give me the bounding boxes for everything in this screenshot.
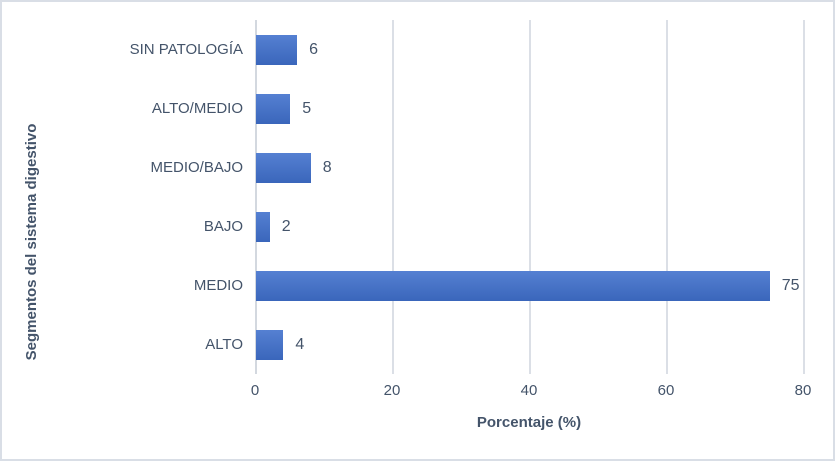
- category-label: ALTO/MEDIO: [151, 100, 243, 117]
- bar-row: 8: [255, 138, 803, 197]
- bar-alto: [256, 329, 284, 360]
- category-label: BAJO: [203, 218, 243, 235]
- gridline: [529, 20, 531, 374]
- bar-alto-medio: [256, 93, 291, 124]
- bar-row: 4: [255, 315, 803, 374]
- bar-row: 75: [255, 256, 803, 315]
- category-label: MEDIO: [193, 277, 243, 294]
- x-tick-label: 80: [794, 382, 812, 399]
- gridline: [666, 20, 668, 374]
- x-tick-label: 20: [383, 382, 401, 399]
- value-label: 75: [781, 276, 800, 294]
- gridline: [803, 20, 805, 374]
- x-axis-ticks: 0 20 40 60 80: [2, 382, 833, 402]
- bar-bajo: [256, 211, 270, 242]
- value-label: 6: [309, 40, 318, 58]
- x-tick-label: 60: [657, 382, 675, 399]
- value-label: 2: [281, 217, 291, 235]
- bar-medio-bajo: [256, 152, 311, 183]
- bar-medio: [256, 270, 770, 301]
- bar-row: 6: [255, 20, 803, 79]
- bar-sin-patolog-a: [256, 34, 298, 65]
- value-label: 5: [302, 99, 312, 117]
- bar-row: 2: [255, 197, 803, 256]
- x-axis-title: Porcentaje (%): [476, 414, 582, 431]
- value-label: 4: [295, 335, 305, 353]
- plot-area: 6 5 8 2 75 4: [255, 20, 805, 374]
- value-label: 8: [322, 158, 332, 176]
- bar-row: 5: [255, 79, 803, 138]
- x-tick-label: 40: [520, 382, 538, 399]
- category-axis: SIN PATOLOGÍA ALTO/MEDIO MEDIO/BAJO BAJO MED…: [2, 20, 243, 374]
- y-axis-line: [255, 20, 257, 374]
- category-label: SIN PATOLOGÍA: [129, 41, 243, 58]
- category-label: ALTO: [205, 336, 243, 353]
- x-tick-label: 0: [250, 382, 260, 399]
- category-label: MEDIO/BAJO: [150, 159, 243, 176]
- gridline: [392, 20, 394, 374]
